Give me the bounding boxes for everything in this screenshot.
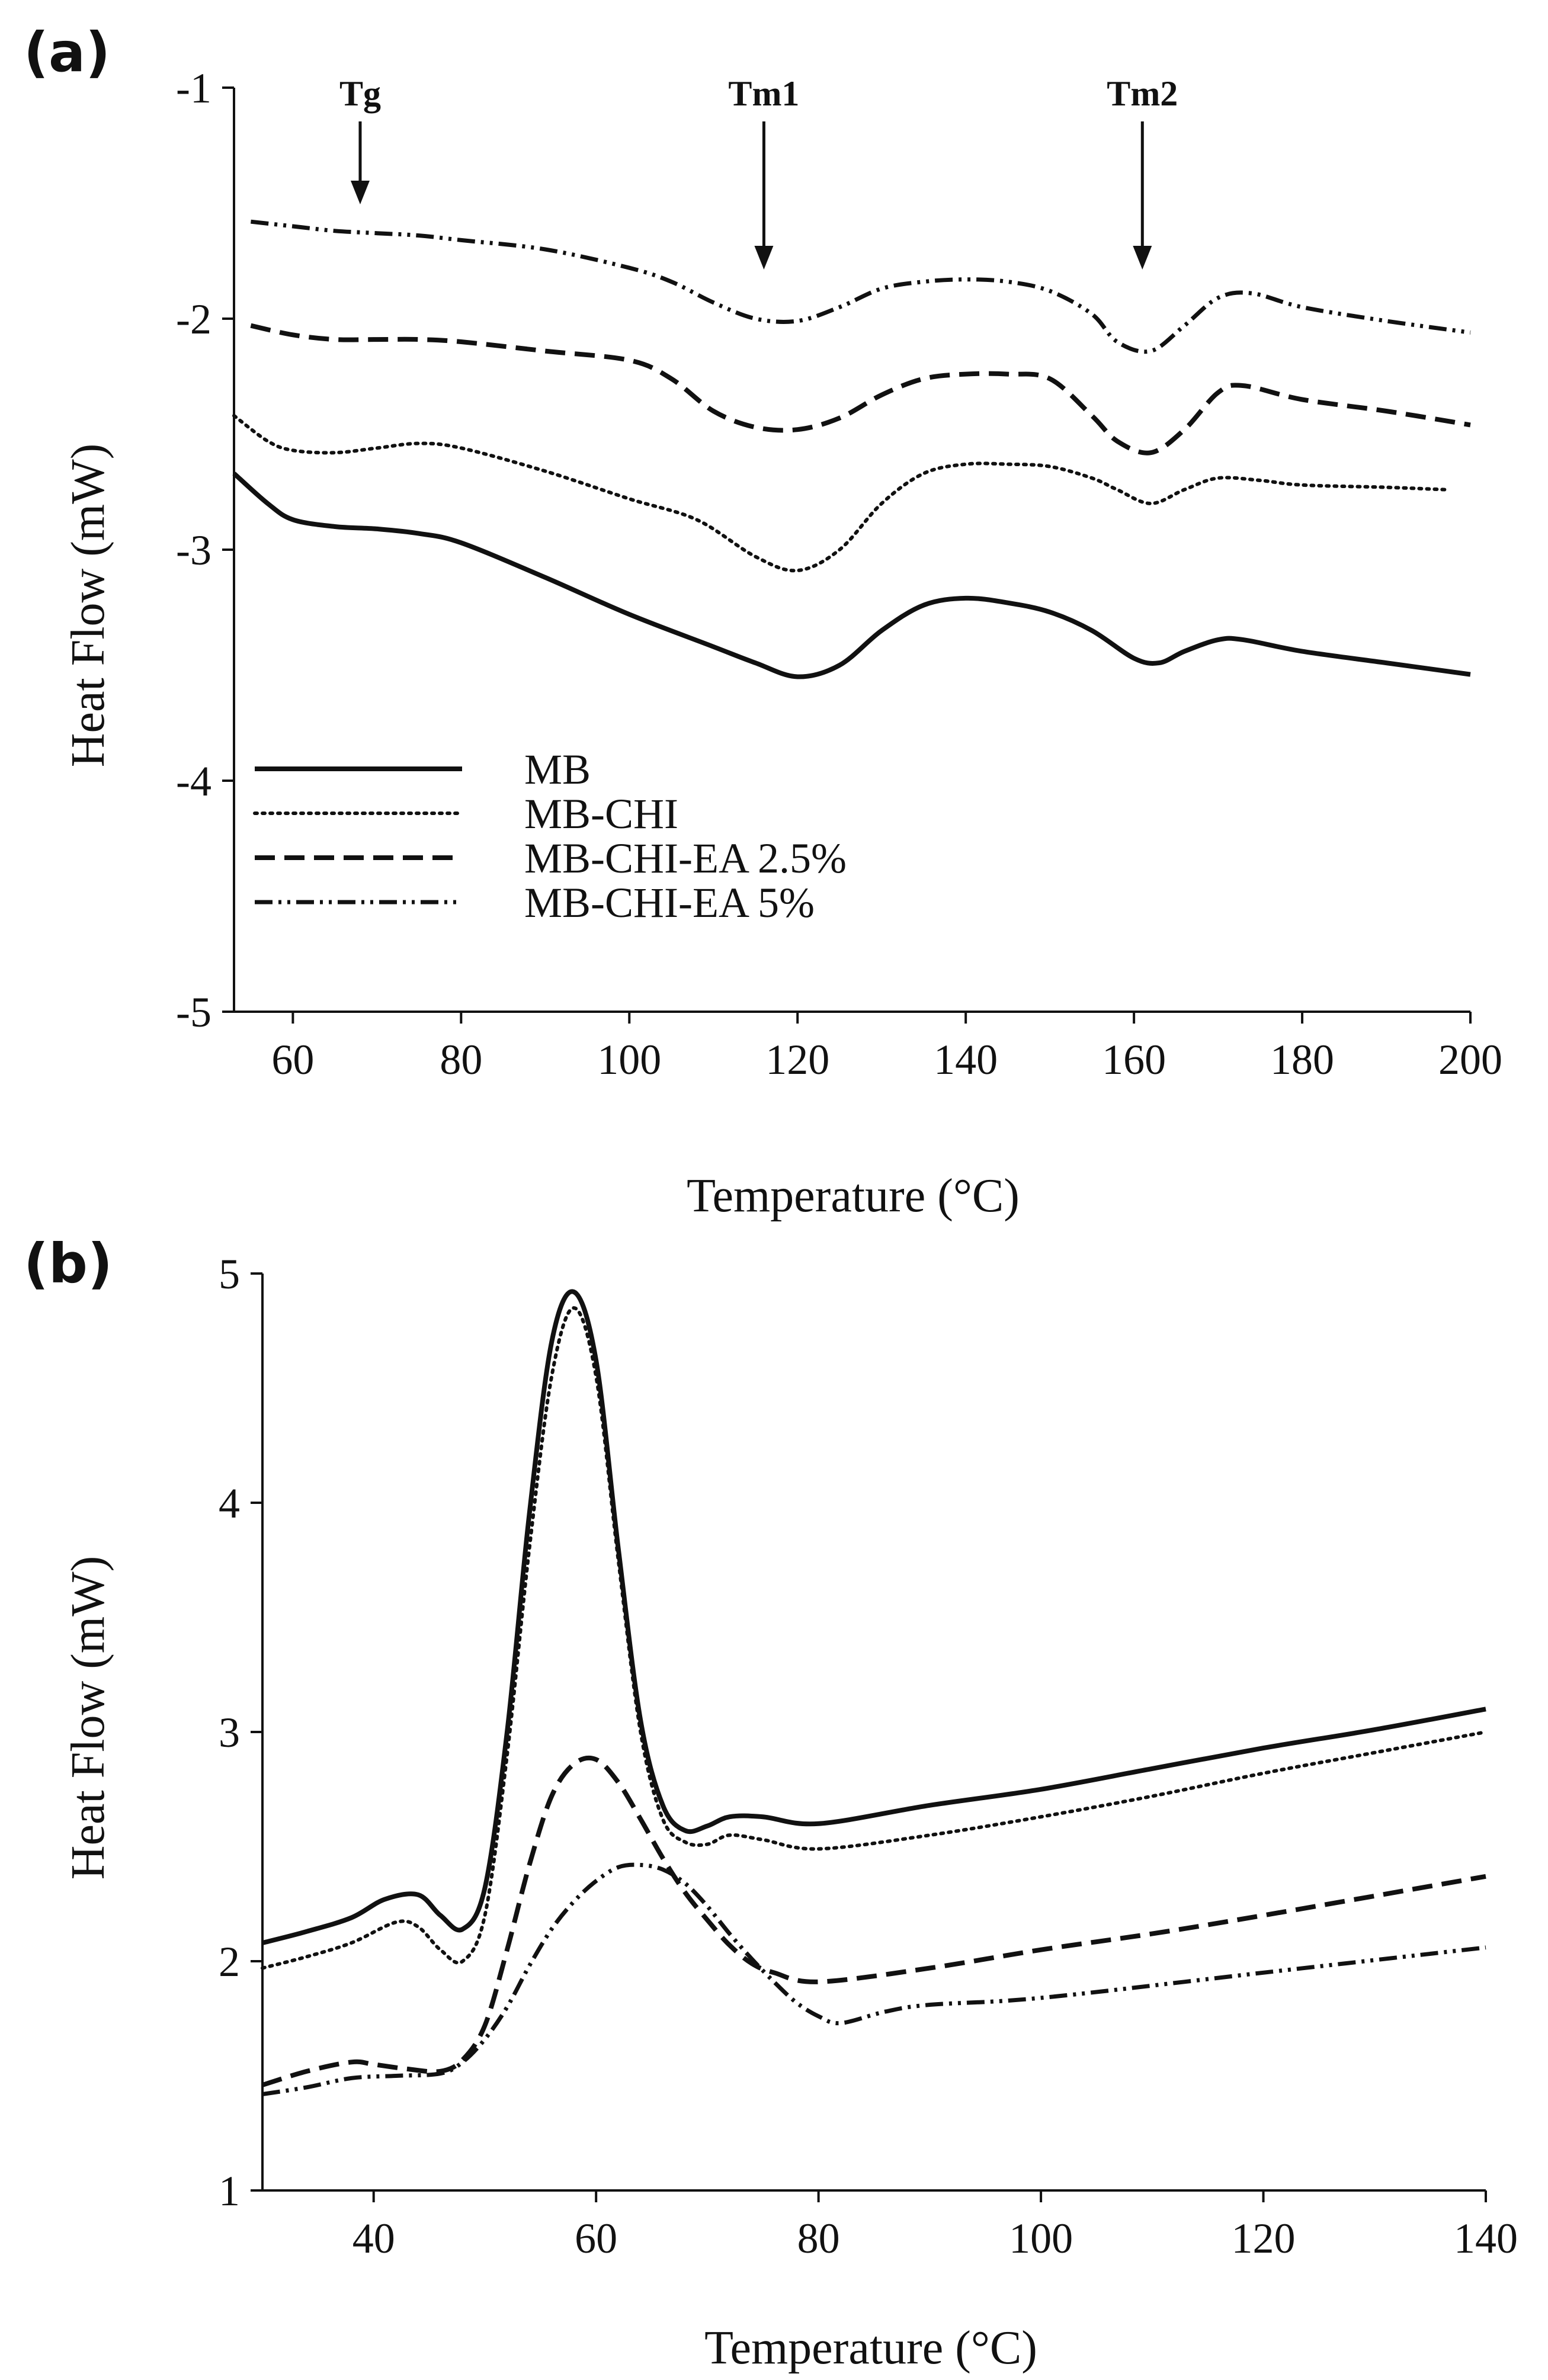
panel-b-series-mb-chi bbox=[261, 1306, 1488, 1970]
annotation-tg-label: Tg bbox=[339, 74, 381, 113]
panel-a-x-tick-label: 60 bbox=[271, 1036, 314, 1083]
panel-b-y-ticks: 1 2 3 4 5 bbox=[219, 1250, 262, 2215]
legend-label-mb-chi-ea-5: MB-CHI-EA 5% bbox=[524, 879, 815, 926]
panel-b-x-ticks: 40 60 80 100 120 140 bbox=[352, 2190, 1518, 2262]
panel-a-y-axis-label: Heat Flow (mW) bbox=[62, 444, 114, 768]
panel-b-series-mb bbox=[262, 1289, 1486, 1945]
panel-a-x-tick-label: 100 bbox=[597, 1036, 661, 1083]
panel-a-x-tick-label: 160 bbox=[1102, 1036, 1166, 1083]
panel-a-x-tick-label: 120 bbox=[765, 1036, 829, 1083]
annotation-tm1-label: Tm1 bbox=[728, 74, 799, 113]
panel-a-annotations: Tg Tm1 Tm2 bbox=[339, 74, 1178, 270]
panel-a-series-mb-chi-ea-5 bbox=[251, 219, 1471, 354]
panel-a: (a) Heat Flow (mW) Temperature (°C) -5 -4… bbox=[24, 21, 1502, 1222]
panel-a-y-tick-label: -4 bbox=[176, 758, 211, 805]
annotation-tm2-arrow-head bbox=[1133, 246, 1152, 270]
annotation-tg-arrow-head bbox=[350, 181, 370, 204]
annotation-tm2-label: Tm2 bbox=[1107, 74, 1178, 113]
panel-a-x-tick-label: 200 bbox=[1438, 1036, 1502, 1083]
panel-b-y-tick-label: 5 bbox=[219, 1250, 240, 1298]
annotation-tm1-arrow-head bbox=[754, 246, 774, 270]
panel-b-x-tick-label: 120 bbox=[1232, 2215, 1296, 2262]
legend-label-mb: MB bbox=[524, 746, 591, 793]
panel-b-label: (b) bbox=[24, 1232, 113, 1295]
panel-a-series-mb-chi bbox=[232, 413, 1447, 573]
panel-a-y-tick-label: -1 bbox=[176, 65, 211, 112]
panel-a-series-mb bbox=[232, 471, 1471, 679]
panel-b-series-mb-chi-ea-5 bbox=[262, 1862, 1486, 2096]
panel-b-y-tick-label: 2 bbox=[219, 1938, 240, 1986]
panel-b-y-axis-label: Heat Flow (mW) bbox=[62, 1556, 114, 1880]
panel-a-y-ticks: -5 -4 -3 -2 -1 bbox=[176, 65, 234, 1036]
panel-a-y-tick-label: -2 bbox=[176, 296, 211, 343]
panel-b: (b) Heat Flow (mW) Temperature (°C) 1 2 3 4… bbox=[24, 1232, 1518, 2374]
panel-b-y-tick-label: 1 bbox=[219, 2167, 240, 2215]
panel-a-y-tick-label: -5 bbox=[176, 989, 211, 1036]
panel-b-x-tick-label: 140 bbox=[1454, 2215, 1518, 2262]
panel-b-x-axis-label: Temperature (°C) bbox=[704, 2322, 1037, 2374]
panel-a-y-tick-label: -3 bbox=[176, 527, 211, 574]
panel-a-x-tick-label: 140 bbox=[934, 1036, 998, 1083]
panel-a-x-tick-label: 180 bbox=[1270, 1036, 1334, 1083]
panel-a-label: (a) bbox=[24, 21, 110, 84]
panel-b-series bbox=[261, 1289, 1488, 2096]
panel-b-x-tick-label: 100 bbox=[1009, 2215, 1073, 2262]
panel-a-x-axis-label: Temperature (°C) bbox=[687, 1170, 1020, 1222]
panel-b-x-tick-label: 40 bbox=[352, 2215, 395, 2262]
legend-label-mb-chi-ea-2-5: MB-CHI-EA 2.5% bbox=[524, 835, 847, 882]
panel-b-y-tick-label: 3 bbox=[219, 1709, 240, 1756]
panel-a-x-tick-label: 80 bbox=[440, 1036, 482, 1083]
panel-a-x-ticks: 60 80 100 120 140 160 180 200 bbox=[271, 1012, 1502, 1083]
panel-a-series-mb-chi-ea-2-5 bbox=[250, 323, 1471, 456]
panel-b-x-tick-label: 80 bbox=[797, 2215, 840, 2262]
panel-b-y-tick-label: 4 bbox=[219, 1480, 240, 1527]
panel-b-series-mb-chi-ea-2-5 bbox=[261, 1755, 1486, 2087]
panel-b-x-tick-label: 60 bbox=[575, 2215, 617, 2262]
legend-label-mb-chi: MB-CHI bbox=[524, 790, 678, 838]
panel-a-series bbox=[232, 219, 1471, 679]
